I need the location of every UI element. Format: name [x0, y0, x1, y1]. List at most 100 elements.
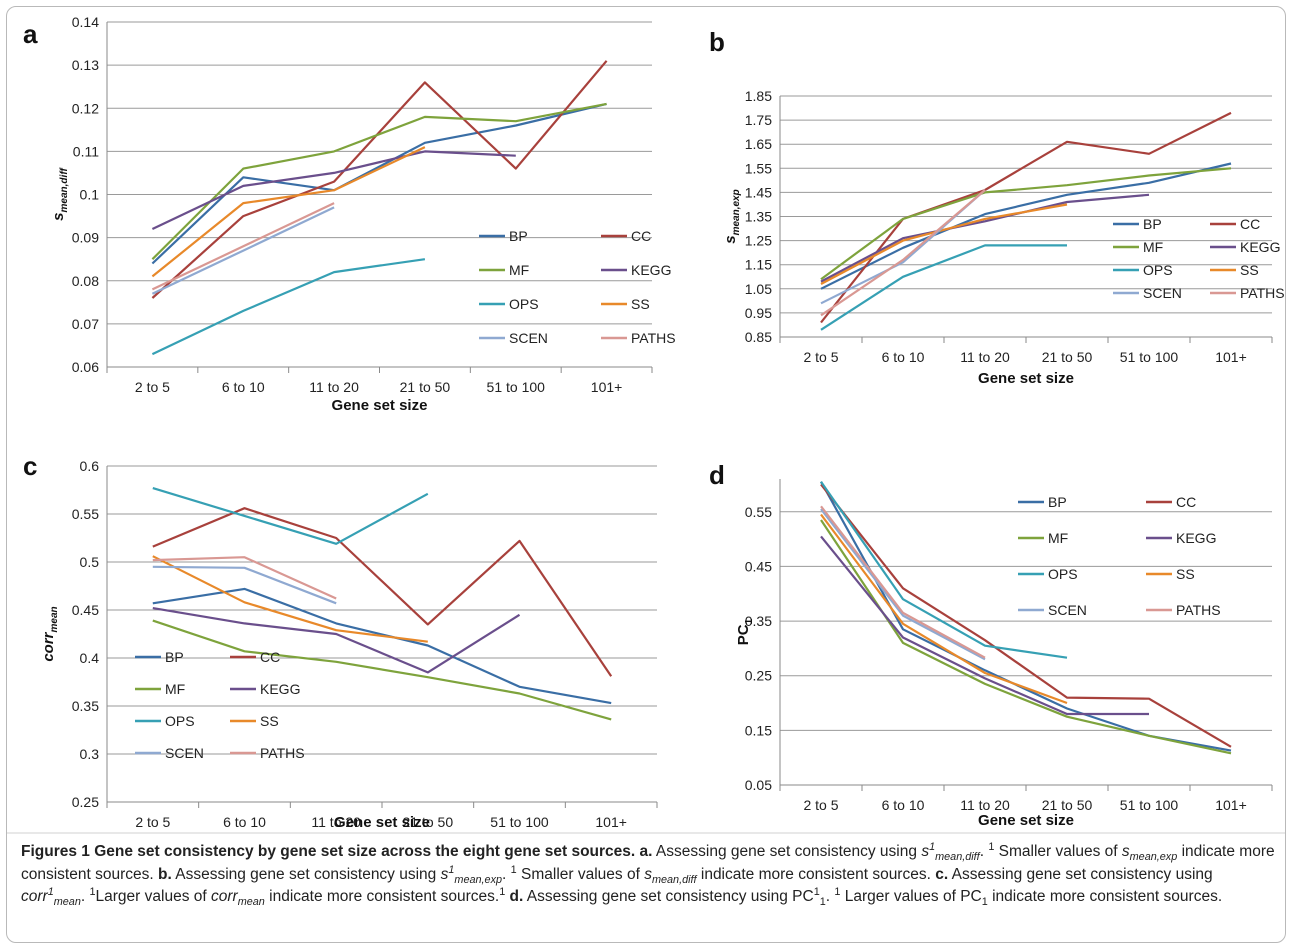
y-tick-label: 0.25	[745, 668, 772, 684]
legend-label-ops: OPS	[509, 296, 539, 312]
y-tick-label: 0.55	[745, 504, 772, 520]
x-tick-label: 21 to 50	[403, 814, 454, 830]
chart-panel-b: b 0.85 0.95 1.05 1.15 1.25 1.35 1.45 1.55 1.65 1.7…	[709, 27, 1285, 387]
y-tick-label: 1.15	[745, 257, 772, 273]
legend-label-kegg: KEGG	[1176, 530, 1216, 546]
y-tick-label: 0.85	[745, 329, 772, 345]
charts-svg: a 0.06 0.07 0.08 0.09 0.1 0.11 0.12 0.13 0.14 2 to…	[7, 14, 1285, 834]
y-tick-label: 0.45	[745, 558, 772, 574]
y-tick-label: 0.35	[72, 698, 99, 714]
legend-label-mf: MF	[165, 681, 185, 697]
series-line-bp	[151, 102, 607, 265]
y-tick-label: 1.85	[745, 88, 772, 104]
legend-label-ss: SS	[631, 296, 650, 312]
y-tick-label: 1.55	[745, 160, 772, 176]
legend-label-paths: PATHS	[1240, 285, 1285, 301]
panel-letter: d	[709, 460, 725, 490]
legend-label-mf: MF	[509, 262, 529, 278]
series-line-scen	[151, 206, 335, 295]
legend-label-kegg: KEGG	[1240, 239, 1280, 255]
legend-label-mf: MF	[1143, 239, 1163, 255]
series-line-scen	[820, 508, 986, 661]
series-line-mf	[820, 519, 1232, 755]
panel-letter: c	[23, 451, 37, 481]
caption-d-metric: PC11	[792, 885, 826, 909]
series-line-cc	[152, 507, 613, 677]
caption-title: Figures 1 Gene set consistency by gene s…	[21, 843, 636, 860]
y-tick-label: 0.05	[745, 777, 772, 793]
legend-label-cc: CC	[631, 228, 651, 244]
legend-label-ss: SS	[260, 713, 279, 729]
x-tick-label: 101+	[591, 379, 623, 395]
x-tick-label: 2 to 5	[135, 814, 170, 830]
series-line-cc	[820, 111, 1232, 324]
y-tick-label: 0.95	[745, 305, 772, 321]
y-tick-label: 0.6	[80, 458, 100, 474]
caption-d-note-metric: PC1	[960, 888, 988, 909]
y-tick-label: 0.45	[72, 602, 99, 618]
x-tick-label: 6 to 10	[882, 797, 925, 813]
y-axis-label: PC1	[735, 618, 755, 645]
legend-label-ss: SS	[1240, 262, 1259, 278]
caption-b-note-metric: smean,diff	[644, 865, 697, 886]
y-tick-label: 0.14	[72, 14, 99, 30]
chart-panel-a: a 0.06 0.07 0.08 0.09 0.1 0.11 0.12 0.13 0.14 2 to…	[23, 14, 676, 414]
y-tick-label: 0.5	[80, 554, 100, 570]
x-tick-label: 2 to 5	[803, 797, 838, 813]
panel-letter: a	[23, 19, 38, 49]
legend-label-ops: OPS	[165, 713, 195, 729]
legend-label-bp: BP	[1048, 494, 1067, 510]
x-tick-label: 11 to 20	[960, 349, 1010, 365]
y-tick-label: 0.09	[72, 230, 99, 246]
legend-label-ops: OPS	[1048, 566, 1078, 582]
x-axis-label: Gene set size	[978, 370, 1074, 387]
chart-panel-c: c 0.25 0.3 0.35 0.4 0.45 0.5 0.55 0.6 2 to 5 6 to …	[23, 451, 658, 831]
series-line-ops	[820, 244, 1067, 331]
legend-label-ss: SS	[1176, 566, 1195, 582]
series-line-ss	[152, 555, 428, 643]
series-line-kegg	[151, 150, 516, 230]
series-line-cc	[151, 60, 608, 299]
x-tick-label: 11 to 20	[309, 379, 359, 395]
y-tick-label: 0.35	[745, 613, 772, 629]
x-tick-label: 51 to 100	[1120, 349, 1179, 365]
series-line-ops	[820, 481, 1068, 659]
y-tick-label: 0.08	[72, 273, 99, 289]
legend-label-scen: SCEN	[165, 745, 204, 761]
x-tick-label: 2 to 5	[135, 379, 170, 395]
x-tick-label: 21 to 50	[1042, 797, 1093, 813]
x-tick-label: 101+	[1215, 797, 1247, 813]
caption-a-text: Assessing gene set consistency using	[655, 843, 917, 860]
legend-label-scen: SCEN	[1143, 285, 1182, 301]
y-tick-label: 0.12	[72, 100, 99, 116]
series-line-paths	[151, 202, 335, 291]
y-tick-label: 1.05	[745, 281, 772, 297]
series-line-ops	[151, 258, 426, 356]
panel-letter: b	[709, 27, 725, 57]
y-tick-label: 0.11	[73, 143, 99, 159]
legend-label-scen: SCEN	[1048, 602, 1087, 618]
legend-label-paths: PATHS	[260, 745, 305, 761]
figure-caption: Figures 1 Gene set consistency by gene s…	[21, 840, 1275, 909]
x-tick-label: 21 to 50	[1042, 349, 1093, 365]
x-tick-label: 11 to 20	[311, 814, 361, 830]
x-tick-label: 101+	[1215, 349, 1247, 365]
y-tick-label: 0.25	[72, 794, 99, 810]
legend-label-cc: CC	[260, 649, 280, 665]
x-tick-label: 101+	[595, 814, 627, 830]
legend-label-ops: OPS	[1143, 262, 1173, 278]
x-axis-label: Gene set size	[332, 397, 428, 414]
series-line-cc	[820, 483, 1232, 748]
y-tick-label: 1.45	[745, 184, 772, 200]
x-tick-label: 21 to 50	[400, 379, 451, 395]
figure-panel: a 0.06 0.07 0.08 0.09 0.1 0.11 0.12 0.13 0.14 2 to…	[6, 6, 1286, 943]
legend-label-paths: PATHS	[631, 330, 676, 346]
chart-panel-d: d 0.05 0.15 0.25 0.35 0.45 0.55 2 to 5 6 to 10 11…	[709, 460, 1273, 829]
x-tick-label: 6 to 10	[223, 814, 266, 830]
y-tick-label: 0.06	[72, 359, 99, 375]
y-tick-label: 0.07	[72, 316, 99, 332]
y-tick-label: 0.55	[72, 506, 99, 522]
legend-label-bp: BP	[1143, 216, 1162, 232]
y-tick-label: 1.25	[745, 233, 772, 249]
series-line-bp	[820, 162, 1232, 290]
